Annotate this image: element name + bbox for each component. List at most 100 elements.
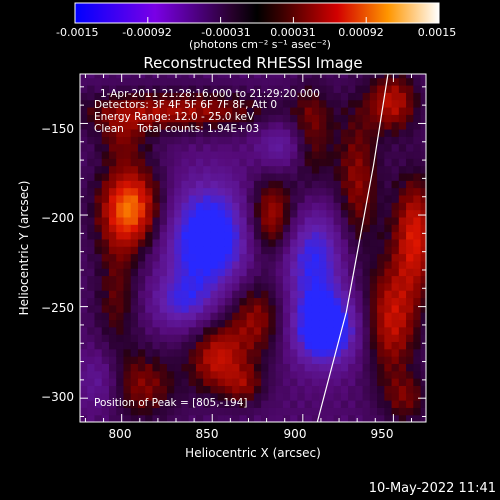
- image-pixel: [326, 348, 335, 357]
- image-pixel: [377, 304, 385, 313]
- image-pixel: [340, 392, 349, 401]
- image-pixel: [362, 312, 371, 321]
- image-pixel: [232, 224, 241, 233]
- image-pixel: [333, 121, 342, 130]
- image-pixel: [246, 106, 255, 115]
- image-pixel: [166, 334, 175, 343]
- image-pixel: [181, 114, 190, 123]
- image-pixel: [246, 216, 255, 225]
- image-pixel: [406, 114, 414, 123]
- image-pixel: [101, 378, 110, 386]
- image-pixel: [253, 348, 262, 357]
- image-pixel: [239, 253, 248, 262]
- image-pixel: [406, 282, 414, 291]
- image-pixel: [398, 275, 407, 284]
- rhessi-image: [80, 74, 426, 422]
- image-pixel: [152, 348, 161, 357]
- image-pixel: [94, 275, 103, 284]
- image-pixel: [420, 385, 426, 394]
- image-pixel: [406, 143, 414, 152]
- image-pixel: [326, 297, 335, 306]
- image-pixel: [181, 128, 190, 137]
- image-pixel: [87, 224, 96, 233]
- image-pixel: [391, 348, 400, 357]
- image-pixel: [224, 194, 233, 203]
- image-pixel: [159, 209, 168, 218]
- image-pixel: [123, 290, 132, 299]
- image-pixel: [333, 304, 342, 313]
- image-pixel: [159, 341, 168, 350]
- image-pixel: [369, 334, 378, 343]
- image-pixel: [116, 400, 125, 408]
- image-pixel: [304, 304, 313, 313]
- image-pixel: [362, 143, 371, 152]
- image-pixel: [145, 202, 154, 211]
- image-pixel: [420, 246, 426, 255]
- image-pixel: [145, 231, 154, 240]
- image-pixel: [268, 136, 277, 145]
- image-pixel: [413, 136, 422, 145]
- image-pixel: [166, 121, 175, 130]
- image-pixel: [319, 202, 327, 211]
- image-pixel: [268, 194, 277, 203]
- image-pixel: [333, 158, 342, 167]
- image-pixel: [116, 158, 125, 167]
- image-pixel: [174, 194, 183, 203]
- image-pixel: [326, 275, 335, 284]
- image-pixel: [203, 209, 212, 218]
- image-pixel: [137, 238, 146, 247]
- image-pixel: [362, 172, 371, 181]
- image-pixel: [398, 312, 407, 321]
- image-pixel: [232, 260, 241, 269]
- image-pixel: [348, 363, 356, 372]
- image-pixel: [413, 400, 422, 408]
- image-pixel: [145, 348, 154, 357]
- image-pixel: [377, 92, 385, 101]
- image-pixel: [217, 99, 226, 108]
- image-pixel: [290, 209, 298, 218]
- image-pixel: [413, 356, 422, 364]
- image-pixel: [369, 297, 378, 306]
- image-pixel: [261, 143, 269, 152]
- image-pixel: [326, 143, 335, 152]
- image-pixel: [246, 414, 255, 422]
- image-pixel: [108, 143, 117, 152]
- image-pixel: [203, 378, 212, 386]
- image-pixel: [355, 194, 364, 203]
- image-pixel: [333, 187, 342, 196]
- image-pixel: [80, 158, 88, 167]
- image-pixel: [181, 121, 190, 130]
- image-pixel: [232, 121, 241, 130]
- image-pixel: [355, 77, 364, 86]
- image-pixel: [282, 260, 291, 269]
- image-pixel: [108, 246, 117, 255]
- image-pixel: [159, 363, 168, 372]
- image-pixel: [391, 363, 400, 372]
- image-pixel: [130, 136, 139, 145]
- image-pixel: [406, 121, 414, 130]
- image-pixel: [384, 341, 393, 350]
- image-pixel: [275, 150, 284, 159]
- image-pixel: [340, 319, 349, 328]
- image-pixel: [275, 370, 284, 379]
- image-pixel: [297, 260, 306, 269]
- image-pixel: [355, 172, 364, 181]
- image-pixel: [181, 136, 190, 145]
- image-pixel: [268, 326, 277, 335]
- image-pixel: [188, 268, 197, 277]
- image-pixel: [297, 216, 306, 225]
- image-pixel: [275, 407, 284, 416]
- y-tick-label: −150: [41, 122, 74, 136]
- image-pixel: [217, 319, 226, 328]
- image-pixel: [420, 84, 426, 93]
- image-pixel: [311, 304, 320, 313]
- image-pixel: [311, 187, 320, 196]
- image-pixel: [377, 231, 385, 240]
- image-pixel: [406, 246, 414, 255]
- image-pixel: [406, 290, 414, 299]
- image-pixel: [174, 202, 183, 211]
- image-pixel: [217, 84, 226, 93]
- image-pixel: [101, 392, 110, 401]
- image-pixel: [152, 246, 161, 255]
- image-pixel: [159, 268, 168, 277]
